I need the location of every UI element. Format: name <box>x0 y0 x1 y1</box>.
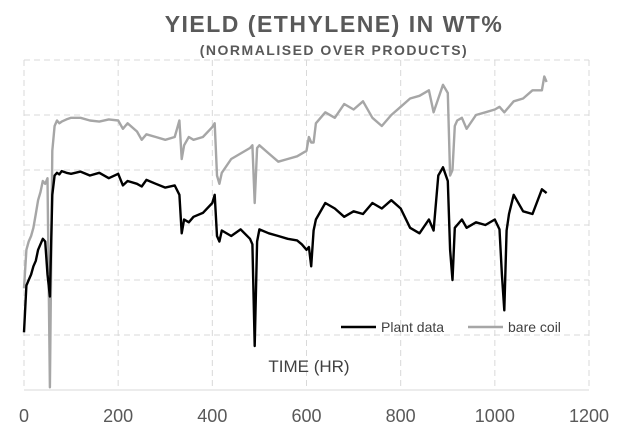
x-tick-label: 1200 <box>569 406 609 426</box>
x-tick-labels: 0 200 400 600 800 1000 1200 <box>19 406 609 426</box>
legend: Plant data bare coil <box>341 319 561 335</box>
x-axis-label: TIME (HR) <box>268 357 349 376</box>
chart-title: YIELD (ETHYLENE) IN WT% <box>165 11 504 37</box>
series-line-plant-data <box>22 166 548 348</box>
legend-label-bare-coil: bare coil <box>508 319 561 335</box>
chart-subtitle: (NORMALISED OVER PRODUCTS) <box>200 42 468 58</box>
gridlines <box>23 59 590 390</box>
series-group <box>22 75 548 389</box>
x-tick-label: 600 <box>291 406 321 426</box>
x-tick-label: 400 <box>197 406 227 426</box>
series-line-bare-coil <box>22 75 548 389</box>
legend-label-plant-data: Plant data <box>381 319 444 335</box>
x-tick-label: 0 <box>19 406 29 426</box>
x-tick-label: 800 <box>386 406 416 426</box>
x-tick-label: 1000 <box>475 406 515 426</box>
x-tick-label: 200 <box>103 406 133 426</box>
